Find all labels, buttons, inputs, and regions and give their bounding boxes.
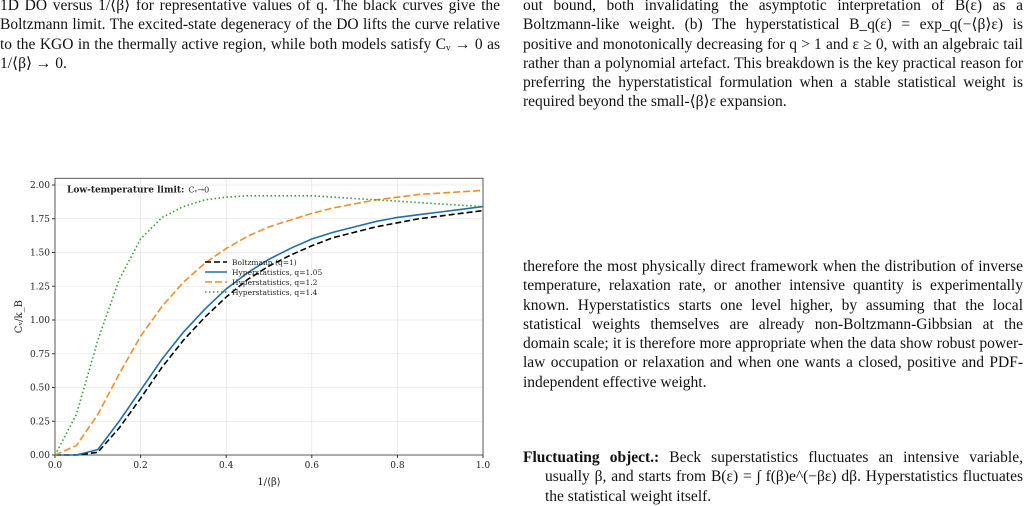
y-axis-label: Cᵥ/k_B [14, 300, 25, 333]
x-tick-label: 0.6 [305, 461, 320, 471]
chart: 0.00 0.25 0.50 0.75 1.00 1.25 1.50 1.75 2.00 0.0 0… [14, 177, 491, 488]
series-line [54, 195, 484, 456]
x-tick-label: 0.8 [390, 461, 405, 471]
x-tick-label: 0.4 [219, 461, 234, 471]
series-line [54, 189, 484, 456]
item-heading: Fluctuating object.: [523, 449, 660, 466]
y-tick-label: 0.00 [30, 451, 50, 461]
y-tick-label: 0.50 [30, 384, 50, 394]
caption: 1D DO versus 1/⟨β⟩ for representative va… [0, 0, 500, 72]
y-tick-label: 2.00 [30, 181, 50, 191]
y-tick-label: 1.00 [30, 316, 50, 326]
legend-label: Hyperstatistics, q=1.4 [232, 288, 318, 297]
paragraph: therefore the most physically direct fra… [523, 258, 1023, 391]
x-tick-label: 0.0 [48, 461, 63, 471]
x-axis-label: 1/⟨β⟩ [257, 477, 280, 488]
y-tick-label: 1.50 [30, 249, 50, 259]
y-tick-label: 0.25 [30, 417, 50, 427]
y-tick-label: 1.75 [30, 215, 50, 225]
y-tick-label: 1.25 [30, 282, 50, 292]
paragraph: out bound, both invalidating the asympto… [523, 0, 1023, 111]
annotation-label: Low-temperature limit: [67, 185, 184, 195]
x-tick-label: 1.0 [476, 461, 491, 471]
legend-label: Boltzmann (q=1) [232, 258, 297, 267]
annotation-formula: Cᵥ→0 [188, 185, 209, 194]
plot-frame [54, 177, 484, 456]
y-tick-label: 0.75 [30, 350, 50, 360]
x-tick-label: 0.2 [133, 461, 147, 471]
legend-label: Hyperstatistics, q=1.05 [232, 268, 322, 277]
series-line [55, 205, 484, 456]
series-line [55, 209, 484, 456]
legend-label: Hyperstatistics, q=1.2 [232, 278, 318, 287]
annotation: Low-temperature limit: Cᵥ→0 [67, 185, 209, 195]
list-item: Fluctuating object.: Beck superstatistic… [523, 448, 1023, 506]
